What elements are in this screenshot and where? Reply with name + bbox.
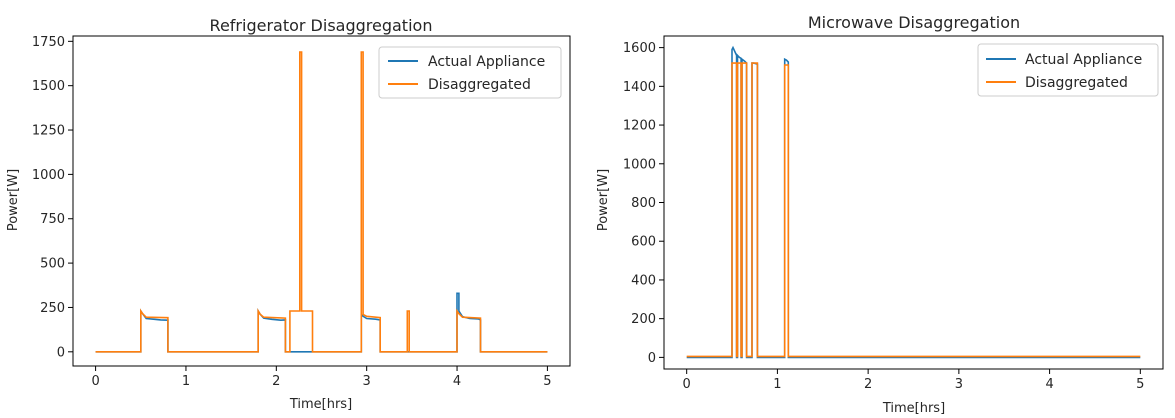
x-tick-label: 5: [1136, 377, 1144, 392]
y-tick-label: 1250: [32, 124, 65, 139]
y-tick-label: 400: [631, 273, 656, 288]
x-tick-label: 0: [91, 374, 99, 389]
series-line-disaggregated: [686, 62, 1141, 358]
x-axis-label: Time[hrs]: [289, 397, 352, 412]
x-tick-label: 2: [272, 374, 280, 389]
microwave-chart: Microwave Disaggregation 0 1 2 3 4 5 0 200 400 60…: [596, 13, 1164, 416]
x-axis-label: Time[hrs]: [882, 401, 945, 416]
x-tick-label: 4: [1045, 377, 1053, 392]
legend-label-disaggregated: Disaggregated: [428, 77, 531, 93]
chart-title: Microwave Disaggregation: [808, 13, 1020, 32]
y-tick-label: 1000: [623, 157, 656, 172]
legend-label-actual: Actual Appliance: [428, 54, 545, 70]
y-tick-label: 1200: [623, 119, 656, 134]
y-tick-label: 1400: [623, 80, 656, 95]
x-tick-label: 3: [363, 374, 371, 389]
refrigerator-chart: Refrigerator Disaggregation 0 1 2 3 4 5 0 250 50…: [6, 16, 571, 412]
y-tick-label: 1000: [32, 168, 65, 183]
y-tick-label: 1750: [32, 35, 65, 50]
y-tick-label: 1500: [32, 79, 65, 94]
y-tick-label: 0: [648, 351, 656, 366]
x-tick-label: 3: [955, 377, 963, 392]
y-tick-label: 250: [40, 301, 65, 316]
legend-box: [977, 43, 1159, 97]
axes-frame: [72, 35, 571, 367]
y-axis-label: Power[W]: [6, 169, 21, 231]
x-tick-label: 5: [543, 374, 551, 389]
x-tick-label: 2: [864, 377, 872, 392]
plot-area: 0 1 2 3 4 5 0 250 500 750 1000 1250 1500 1750: [32, 35, 571, 389]
y-tick-label: 500: [40, 257, 65, 272]
chart-title: Refrigerator Disaggregation: [210, 16, 433, 35]
x-tick-label: 0: [683, 377, 691, 392]
x-tick-label: 1: [773, 377, 781, 392]
series-lines: [686, 45, 1141, 359]
y-axis-label: Power[W]: [596, 169, 611, 231]
legend-box: [378, 46, 562, 99]
y-tick-label: 200: [631, 312, 656, 327]
y-tick-label: 750: [40, 212, 65, 227]
x-tick-label: 4: [453, 374, 461, 389]
legend: Actual Appliance Disaggregated: [977, 43, 1159, 97]
x-tick-label: 1: [182, 374, 190, 389]
legend-label-disaggregated: Disaggregated: [1025, 75, 1128, 91]
y-tick-label: 0: [57, 345, 65, 360]
plot-area: 0 1 2 3 4 5 0 200 400 600 800 1000 1200 1400 1600: [623, 35, 1164, 392]
series-line-disaggregated: [95, 51, 548, 353]
series-lines: [95, 51, 548, 353]
legend: Actual Appliance Disaggregated: [378, 46, 562, 99]
legend-label-actual: Actual Appliance: [1025, 52, 1142, 68]
y-tick-label: 800: [631, 196, 656, 211]
y-tick-label: 1600: [623, 41, 656, 56]
series-line-actual-appliance: [95, 292, 548, 353]
y-tick-label: 600: [631, 235, 656, 250]
